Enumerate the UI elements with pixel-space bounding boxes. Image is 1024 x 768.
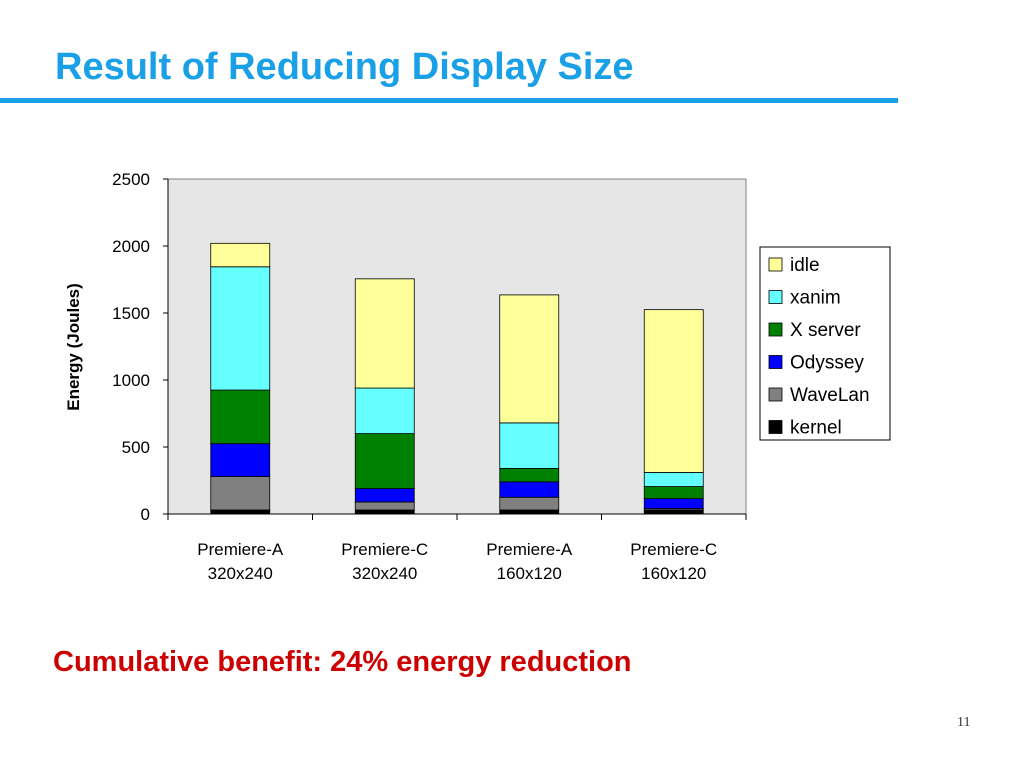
bar-segment-idle [499,294,560,424]
bar-segment-x-server [354,433,415,489]
bar-segment-wavelan [354,501,415,511]
y-tick-label: 1000 [112,371,150,390]
x-tick-label: 320x240 [352,564,417,583]
bar-segment-xanim [210,266,271,391]
bar-segment-idle [210,242,271,268]
legend-label: X server [790,320,861,341]
bar-segment-xanim [643,472,704,487]
y-tick-label: 1500 [112,304,150,323]
legend: idle xanim X server Odyssey WaveLan kernel [759,246,891,441]
bar-segment-x-server [643,486,704,499]
y-tick-label: 2000 [112,237,150,256]
bar-segment-x-server [499,468,560,483]
bar-segment-idle [643,309,704,473]
x-tick-label: 160x120 [497,564,562,583]
axes: 0 500 1000 1500 2000 2500 Premiere-A 320x240 Pre… [112,170,747,583]
legend-swatch [768,322,783,337]
legend-label: WaveLan [790,385,870,406]
bar-segment-kernel [643,509,704,515]
bar-segment-odyssey [354,488,415,503]
legend-label: Odyssey [790,353,864,374]
title-underline [0,98,898,103]
slide-title: Result of Reducing Display Size [55,46,634,88]
y-tick-label: 2500 [112,170,150,189]
legend-swatch [768,257,783,272]
bar-segment-kernel [499,509,560,515]
legend-swatch [768,355,783,369]
legend-label: idle [790,255,820,276]
y-tick-label: 500 [122,438,150,457]
x-tick-label: 160x120 [641,564,706,583]
bar-segment-wavelan [499,496,560,511]
bar-segment-xanim [354,387,415,435]
bar-segment-odyssey [210,443,271,477]
bar-segment-odyssey [643,498,704,510]
y-tick-label: 0 [141,505,150,524]
legend-swatch [768,420,783,434]
x-tick-label: 320x240 [208,564,273,583]
legend-swatch [768,387,783,402]
conclusion-text: Cumulative benefit: 24% energy reduction [53,646,632,678]
bar-segment-idle [354,278,415,389]
x-tick-label: Premiere-C [630,540,717,559]
bar-group [210,242,704,515]
bar-segment-odyssey [499,481,560,498]
x-tick-label: Premiere-C [341,540,428,559]
page-number: 11 [957,715,971,730]
bar-segment-x-server [210,389,271,445]
bar-segment-kernel [354,509,415,515]
bar-segment-kernel [210,509,271,515]
y-axis-label: Energy (Joules) [64,283,83,411]
x-tick-label: Premiere-A [486,540,573,559]
x-tick-label: Premiere-A [197,540,284,559]
bar-segment-wavelan [210,476,271,511]
legend-box [759,246,891,441]
bar-segment-xanim [499,422,560,469]
legend-swatch [768,290,783,304]
legend-label: xanim [790,288,841,309]
legend-label: kernel [790,418,842,439]
